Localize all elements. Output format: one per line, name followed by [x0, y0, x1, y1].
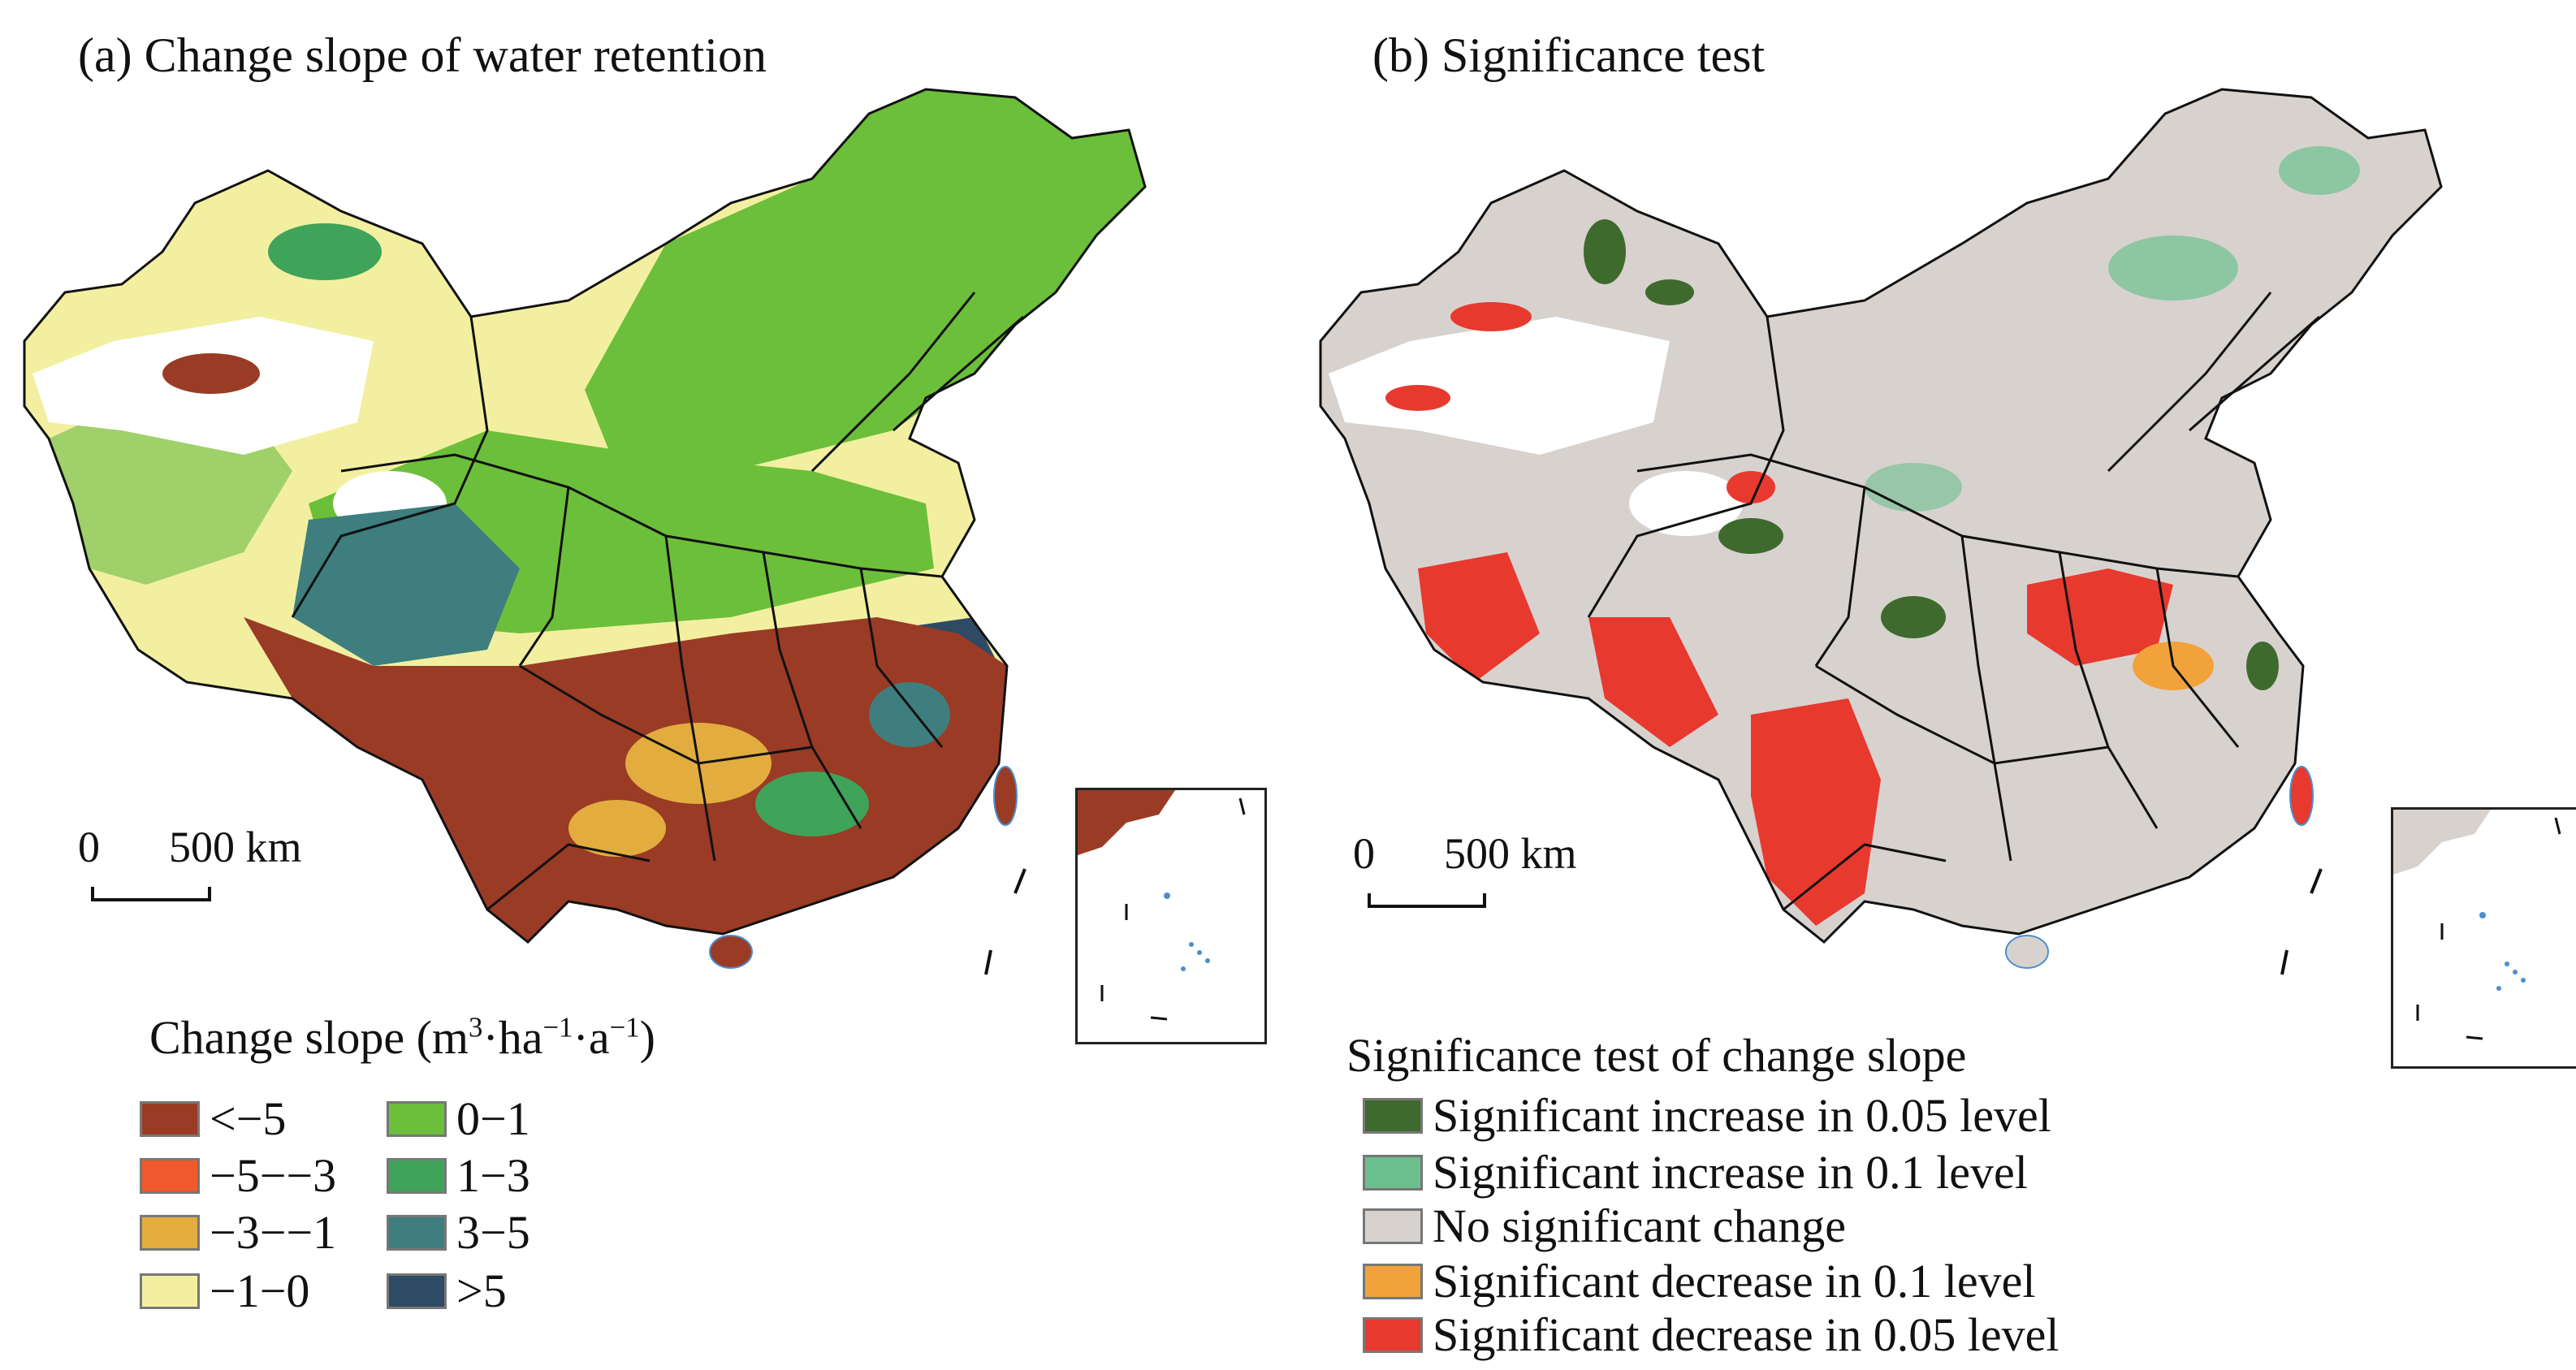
panel-b-legend-item: Significant decrease in 0.1 level — [1363, 1254, 2035, 1308]
legend-label: −3−−1 — [210, 1206, 337, 1259]
legend-swatch — [140, 1273, 200, 1309]
panel-b-scale-bar — [1368, 893, 1486, 908]
legend-label: Significant decrease in 0.1 level — [1433, 1255, 2036, 1307]
legend-swatch — [387, 1273, 447, 1309]
panel-a-legend-item: −1−0 — [140, 1264, 309, 1318]
panel-a-inset-map — [1075, 788, 1267, 1044]
panel-b-scale-zero: 0 — [1353, 829, 1375, 878]
panel-b-legend-item: Significant decrease in 0.05 level — [1363, 1307, 2059, 1362]
legend-swatch — [1363, 1097, 1423, 1134]
legend-label: <−5 — [210, 1092, 287, 1145]
legend-swatch — [140, 1100, 200, 1137]
legend-label: Significant decrease in 0.05 level — [1433, 1308, 2060, 1361]
legend-label: No significant change — [1433, 1199, 1846, 1252]
panel-a-scale-zero: 0 — [78, 823, 100, 871]
legend-label: 0−1 — [456, 1092, 530, 1145]
panel-b-inset-map — [2391, 807, 2576, 1069]
legend-swatch — [387, 1157, 447, 1194]
panel-a-legend-item: 3−5 — [387, 1205, 530, 1260]
panel-b-legend-item: Significant increase in 0.05 level — [1363, 1088, 2051, 1143]
panel-b-legend-item: No significant change — [1363, 1199, 1846, 1253]
legend-swatch — [1363, 1316, 1423, 1353]
panel-a-legend-title: Change slope (m3·ha−1·a−1) — [149, 1011, 655, 1064]
panel-a-legend-item: <−5 — [140, 1091, 286, 1146]
legend-label: −5−−3 — [210, 1149, 337, 1202]
legend-label: −1−0 — [210, 1264, 310, 1317]
panel-a-scale-label: 500 km — [169, 823, 302, 871]
panel-a-legend-item: >5 — [387, 1264, 507, 1318]
legend-label: 1−3 — [456, 1149, 530, 1202]
panel-a-title: (a) Change slope of water retention — [78, 28, 767, 82]
panel-b-scale-label: 500 km — [1444, 829, 1577, 878]
legend-swatch — [387, 1214, 447, 1251]
legend-swatch — [387, 1100, 447, 1137]
panel-a-scale-bar — [91, 887, 211, 901]
legend-swatch — [140, 1214, 200, 1251]
legend-label: 3−5 — [456, 1206, 530, 1259]
legend-swatch — [1363, 1208, 1423, 1244]
panel-b-legend-title: Significance test of change slope — [1346, 1029, 1967, 1082]
legend-label: Significant increase in 0.05 level — [1433, 1089, 2051, 1142]
panel-a-legend-item: −3−−1 — [140, 1205, 336, 1260]
panel-a-legend-item: 1−3 — [387, 1148, 530, 1203]
legend-swatch — [140, 1157, 200, 1194]
legend-swatch — [1363, 1154, 1423, 1191]
panel-a-legend-item: 0−1 — [387, 1091, 530, 1146]
legend-label: Significant increase in 0.1 level — [1433, 1146, 2028, 1199]
panel-b-legend-item: Significant increase in 0.1 level — [1363, 1145, 2028, 1199]
panel-a-map — [23, 88, 1147, 975]
legend-label: >5 — [456, 1264, 507, 1317]
legend-swatch — [1363, 1263, 1423, 1299]
panel-b-title: (b) Significance test — [1372, 28, 1766, 82]
panel-a-legend-item: −5−−3 — [140, 1148, 336, 1203]
panel-b-map — [1319, 88, 2443, 975]
